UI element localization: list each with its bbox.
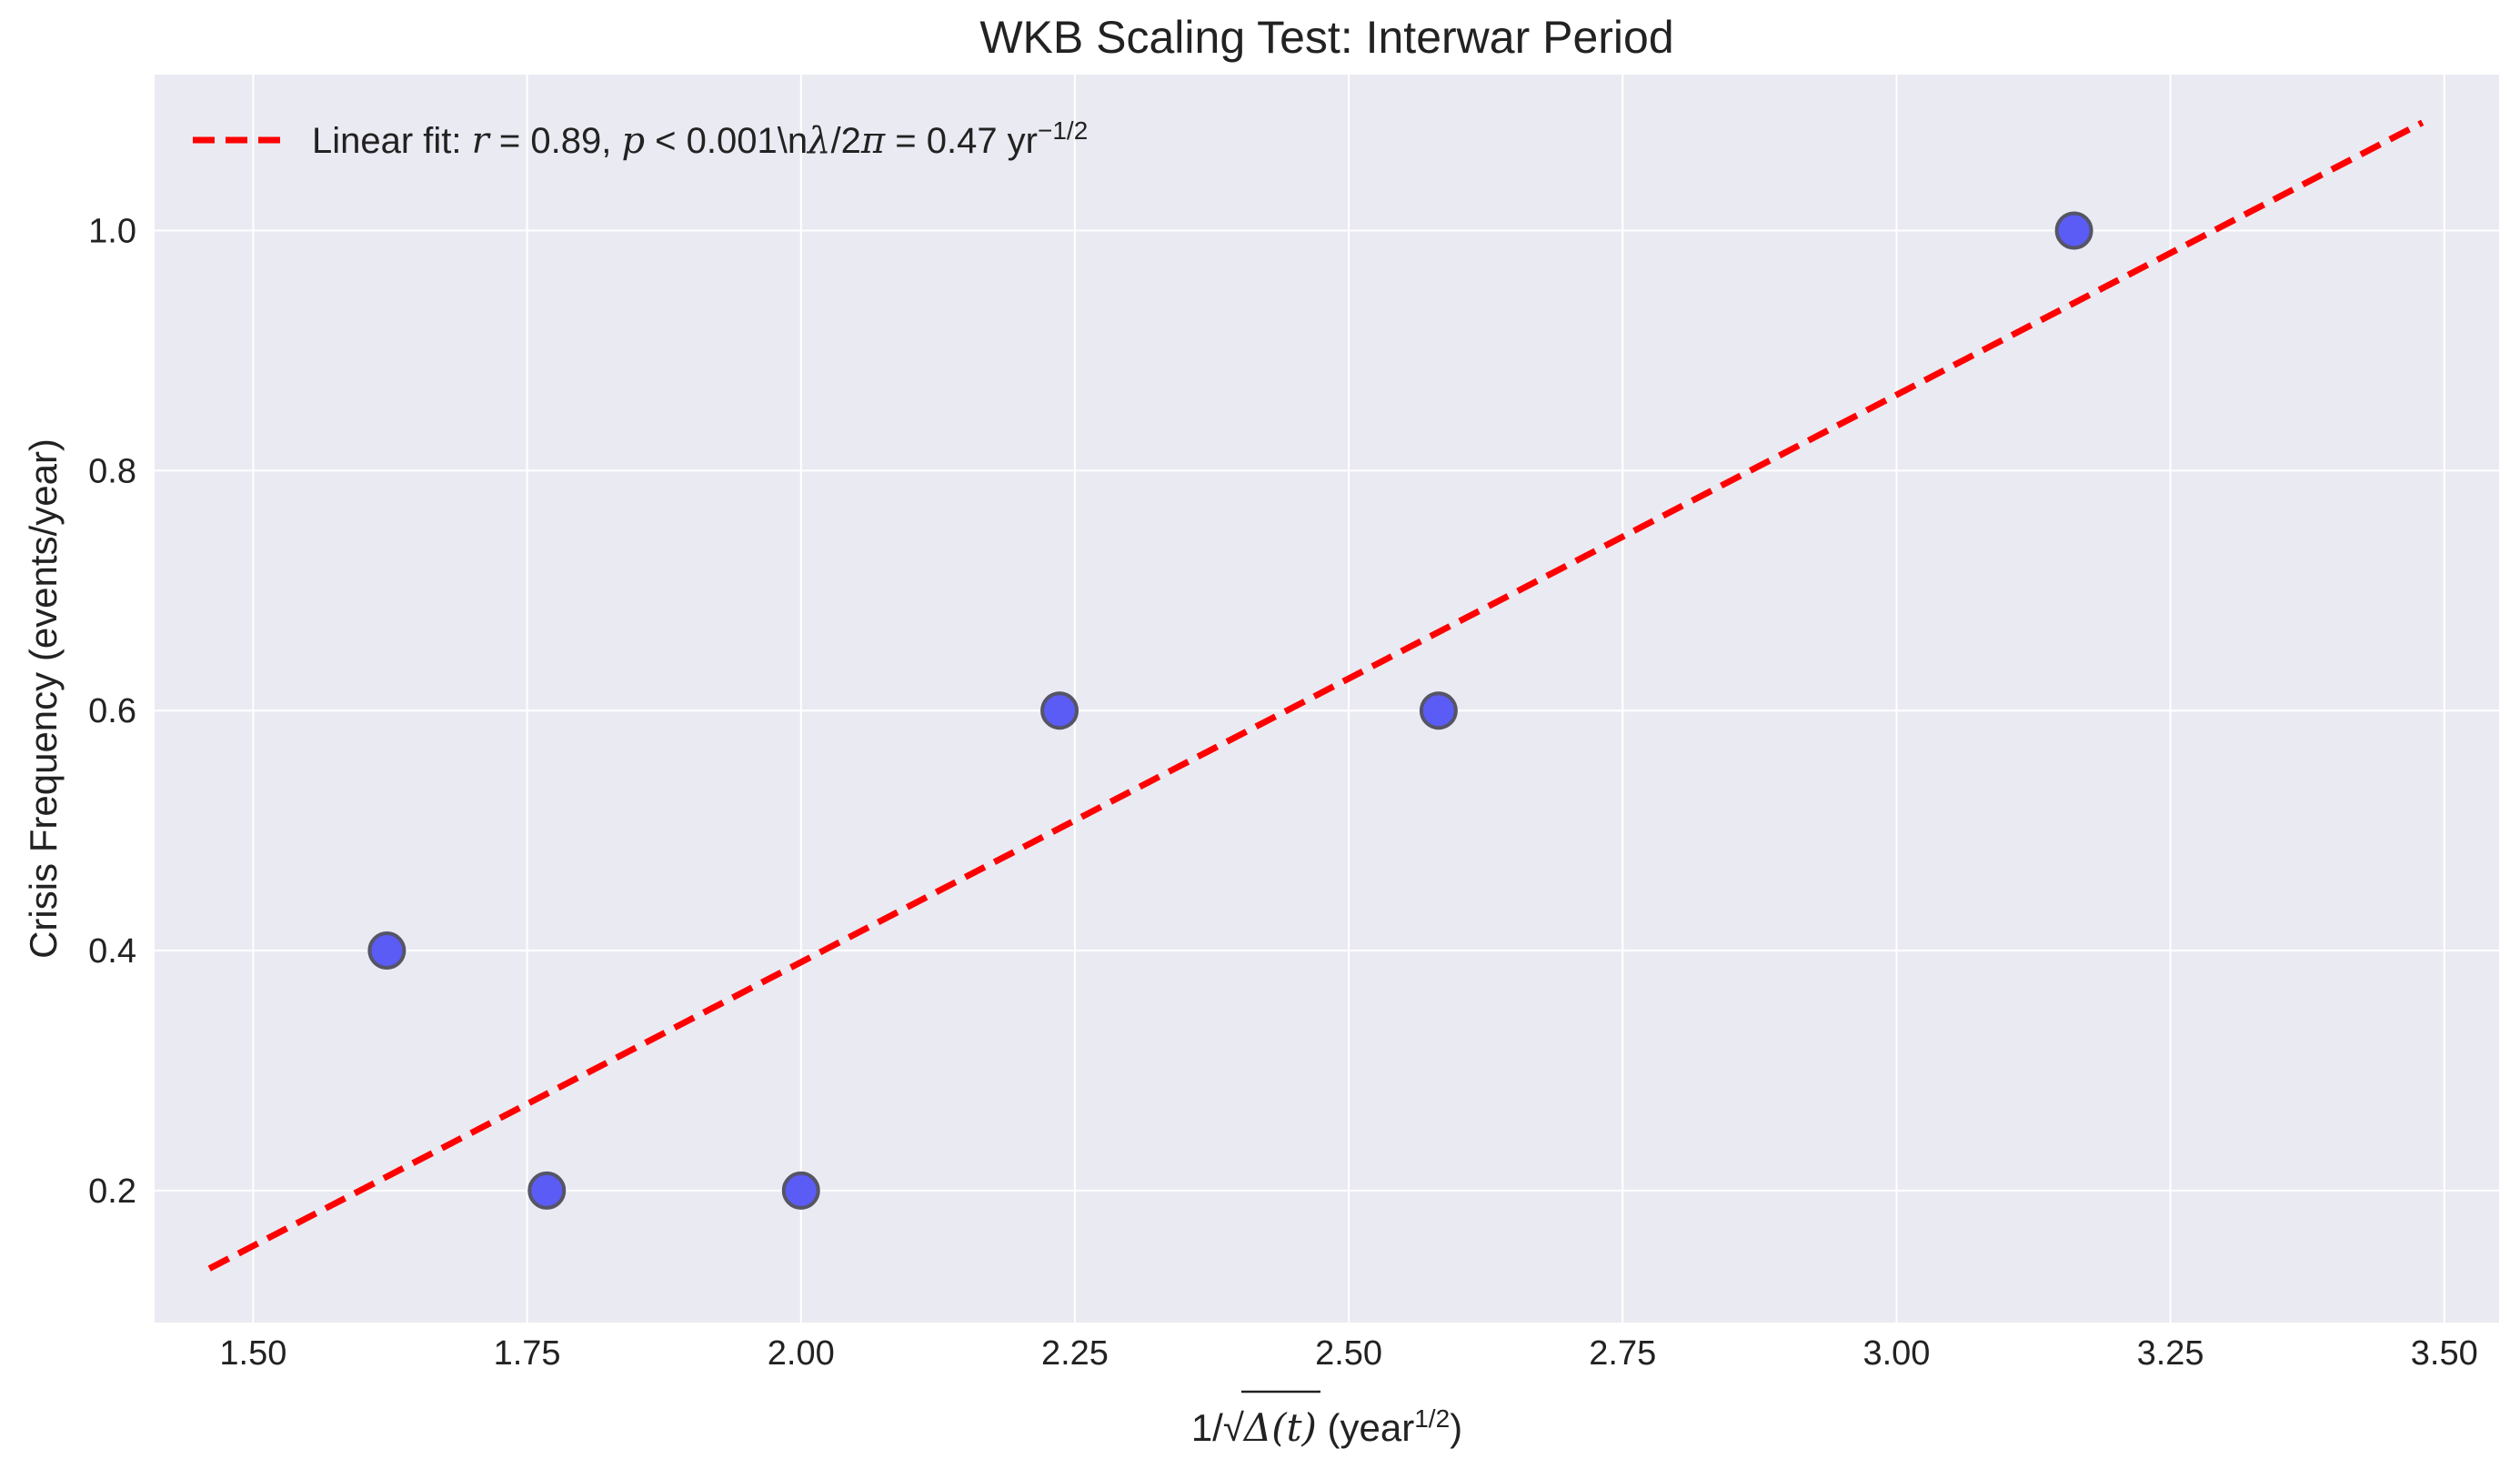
- fit-line: [207, 119, 2425, 1272]
- data-point: [1040, 691, 1079, 730]
- data-point: [2054, 211, 2093, 250]
- legend-lambda-value: = 0.47 yr: [885, 121, 1038, 161]
- plot-background: [155, 75, 2499, 1323]
- data-point: [1419, 691, 1458, 730]
- data-point: [781, 1171, 820, 1210]
- legend: Linear fit: r = 0.89, p < 0.001\nλ/2π = …: [193, 116, 1088, 163]
- x-tick-label: 1.75: [494, 1334, 561, 1373]
- grid: [155, 75, 2499, 1323]
- x-axis-label-sup: 1/2: [1414, 1404, 1450, 1433]
- fit-line-layer: [207, 119, 2425, 1272]
- legend-lambda-symbol: λ: [806, 120, 830, 162]
- x-tick-label: 2.50: [1315, 1334, 1382, 1373]
- legend-r-value: = 0.89,: [489, 121, 622, 161]
- y-axis-label: Crisis Frequency (events/year): [22, 438, 65, 959]
- x-tick-label: 2.00: [768, 1334, 835, 1373]
- legend-fit-label: Linear fit: r = 0.89, p < 0.001\nλ/2π = …: [312, 116, 1088, 163]
- y-tick-label: 0.2: [88, 1172, 136, 1211]
- data-point: [527, 1171, 567, 1210]
- x-tick-label: 1.50: [219, 1334, 286, 1373]
- x-tick-label: 3.50: [2411, 1334, 2478, 1373]
- legend-exponent: −1/2: [1038, 116, 1088, 145]
- x-axis-label: 1/√Δ(t) (year1/2): [1191, 1404, 1462, 1451]
- x-axis-label-unit: (year: [1317, 1406, 1414, 1449]
- legend-prefix: Linear fit:: [312, 121, 472, 161]
- points-layer: [367, 211, 2093, 1210]
- x-tick-label: 2.75: [1589, 1334, 1656, 1373]
- y-tick-label: 0.4: [88, 932, 136, 971]
- y-tick-label: 0.8: [88, 452, 136, 490]
- y-tick-labels: 0.2 0.4 0.6 0.8 1.0: [88, 213, 136, 1211]
- x-tick-label: 3.00: [1862, 1334, 1930, 1373]
- x-tick-label: 3.25: [2137, 1334, 2204, 1373]
- x-axis-label-expr: Δ(t): [1242, 1405, 1317, 1450]
- x-tick-labels: 1.50 1.75 2.00 2.25 2.50 2.75 3.00 3.25 3.50: [219, 1334, 2477, 1373]
- x-axis-label-prefix: 1/√: [1191, 1406, 1245, 1449]
- x-axis-label-close: ): [1450, 1406, 1462, 1449]
- legend-p-symbol: p: [621, 120, 645, 162]
- y-tick-label: 0.6: [88, 692, 136, 730]
- legend-p-value: < 0.001\n: [645, 121, 808, 161]
- data-point: [367, 931, 407, 971]
- chart-title: WKB Scaling Test: Interwar Period: [979, 12, 1673, 63]
- legend-pi-symbol: π: [860, 120, 886, 162]
- legend-r-symbol: r: [472, 120, 492, 162]
- y-tick-label: 1.0: [88, 213, 136, 251]
- x-tick-label: 2.25: [1041, 1334, 1109, 1373]
- legend-lambda-mid: /2: [830, 121, 860, 161]
